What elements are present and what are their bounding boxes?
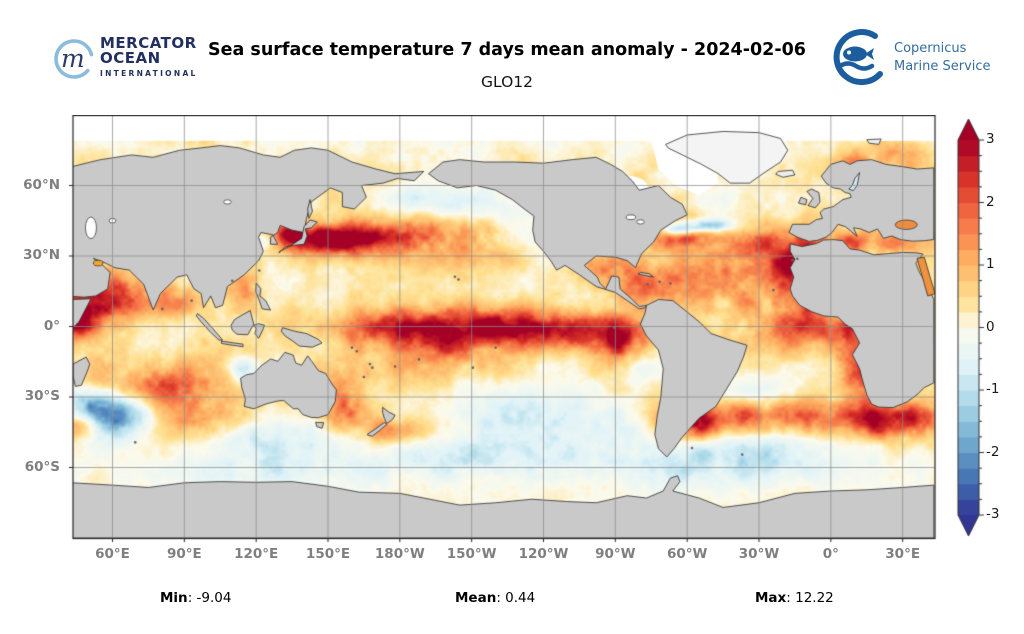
lon-tick-30°W: 30°W — [738, 546, 780, 562]
mercator-ocean-logo: m MERCATOR OCEAN INTERNATIONAL — [52, 34, 252, 90]
stat-mean: Mean: 0.44 — [455, 590, 536, 606]
colorbar-tick-1: 1 — [986, 256, 995, 272]
copernicus-fish-icon — [833, 29, 883, 86]
lon-tick-90°W: 90°W — [595, 546, 636, 562]
stat-min-label: Min — [160, 590, 188, 606]
colorbar-tick-3: 3 — [986, 131, 995, 147]
partner-line-2: Marine Service — [894, 58, 991, 74]
brand-line-1: MERCATOR — [100, 34, 197, 52]
lat-tick-60°N: 60°N — [23, 176, 60, 193]
partner-line-1: Copernicus — [894, 41, 967, 56]
svg-text:m: m — [61, 44, 85, 73]
stat-max-label: Max — [755, 590, 787, 606]
lon-tick-120°E: 120°E — [234, 546, 279, 562]
colorbar-tick-0: 0 — [986, 318, 995, 335]
lon-tick-120°W: 120°W — [518, 546, 569, 562]
lon-tick-60°E: 60°E — [95, 546, 130, 562]
colorbar-tick--1: -1 — [986, 381, 1000, 397]
brand-line-3: INTERNATIONAL — [100, 69, 198, 78]
stat-max-value: 12.22 — [795, 590, 834, 606]
lat-tick-0°: 0° — [43, 317, 60, 334]
lon-tick-30°E: 30°E — [885, 546, 921, 562]
colorbar-tick--3: -3 — [986, 506, 1000, 522]
anomaly-colorbar — [946, 108, 992, 548]
mercator-m-icon: m — [54, 39, 94, 79]
stat-min-value: -9.04 — [196, 590, 232, 606]
lat-tick-60°S: 60°S — [24, 458, 60, 475]
lon-tick-90°E: 90°E — [166, 546, 202, 562]
lon-tick-0°: 0° — [822, 546, 839, 562]
sst-anomaly-map — [67, 115, 941, 544]
figure-title: Sea surface temperature 7 days mean anom… — [208, 40, 806, 60]
stat-min: Min: -9.04 — [160, 590, 232, 606]
colorbar-tick-2: 2 — [986, 193, 995, 210]
stat-mean-value: 0.44 — [505, 590, 536, 606]
stat-max: Max: 12.22 — [755, 590, 834, 606]
stat-mean-label: Mean — [455, 590, 497, 606]
lon-tick-150°E: 150°E — [305, 546, 351, 562]
lon-tick-150°W: 150°W — [446, 546, 497, 562]
lat-tick-30°N: 30°N — [23, 247, 60, 263]
colorbar-tick--2: -2 — [986, 443, 1000, 460]
figure-subtitle: GLO12 — [480, 73, 534, 91]
copernicus-marine-logo: Copernicus Marine Service — [828, 28, 1018, 90]
lon-tick-180°W: 180°W — [374, 546, 425, 562]
lon-tick-60°W: 60°W — [666, 546, 708, 562]
brand-line-2: OCEAN — [100, 49, 161, 67]
lat-tick-30°S: 30°S — [24, 388, 60, 404]
